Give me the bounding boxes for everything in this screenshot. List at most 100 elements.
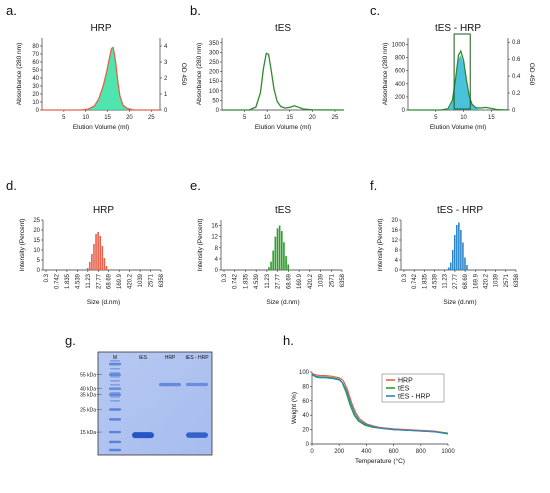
x-tick-label: 5: [62, 115, 66, 121]
y-tick-label: 4: [395, 258, 399, 264]
panel-label-c: c.: [370, 3, 380, 18]
marker-band: [110, 400, 120, 402]
y-tick-label: 30: [32, 84, 39, 90]
histogram-bar: [276, 228, 279, 270]
x-tick-label: 1.835: [243, 273, 249, 289]
y-tick-label: 4: [215, 257, 219, 263]
x-tick-label: 6358: [159, 273, 165, 287]
gel-band: [186, 432, 208, 438]
x-tick-label: 27.77: [453, 273, 459, 289]
histogram-bar: [272, 250, 275, 270]
x-tick-label: 2571: [149, 273, 155, 287]
y-tick-label: 0: [215, 268, 219, 274]
series-area: [445, 54, 482, 110]
gel-image: [97, 351, 213, 456]
x-tick-label: 0.3: [222, 273, 228, 282]
histogram-bar: [103, 258, 106, 270]
series-area: [85, 48, 128, 110]
y-axis-label: Weight (%): [291, 392, 298, 424]
histogram-bar: [466, 265, 468, 270]
marker-band: [109, 430, 121, 434]
gel-band: [132, 432, 154, 439]
x-tick-label: 15: [286, 115, 293, 121]
gel-marker-label: 25 kDa: [80, 407, 96, 413]
x-tick-label: 15: [104, 115, 111, 121]
x-tick-label: 0: [310, 449, 314, 455]
x-tick-label: 4.539: [75, 273, 81, 289]
histogram-bar: [97, 232, 99, 270]
gel-lane-label: M: [113, 355, 117, 361]
marker-band: [110, 360, 120, 362]
x-tick-label: 4.539: [433, 273, 439, 289]
y-tick-label: 10: [33, 248, 40, 254]
x-tick-label: 20: [309, 115, 316, 121]
y-tick-label: 50: [212, 98, 219, 104]
y-tick-label: 8: [215, 246, 219, 252]
x-tick-label: 800: [416, 449, 427, 455]
x-tick-label: 1039: [494, 273, 500, 287]
x-tick-label: 0.742: [233, 273, 239, 289]
y-tick-label: 70: [32, 52, 39, 58]
panel-label-f: f.: [370, 178, 377, 193]
x-tick-label: 27.77: [276, 273, 282, 289]
x-tick-label: 169.9: [473, 273, 479, 289]
y-tick-label: 600: [395, 69, 406, 75]
histogram-bar: [280, 231, 283, 270]
histogram-bar: [101, 246, 104, 270]
y-tick-label: 25: [33, 218, 40, 224]
chart-title: tES: [275, 23, 291, 34]
y-tick-label: 250: [209, 60, 220, 66]
histogram-bar: [270, 261, 272, 270]
x-tick-label: 0.3: [402, 273, 408, 282]
chart-title: tES - HRP: [435, 23, 481, 34]
x-tick-label: 27.77: [96, 273, 102, 289]
y-tick-label: 0: [395, 268, 399, 274]
y-tick-label: 60: [302, 399, 309, 405]
y-tick-label: 20: [33, 228, 40, 234]
x-tick-label: 68.69: [463, 273, 469, 289]
y-tick-label: 0: [216, 108, 220, 114]
y2-axis-label: OD 450: [180, 63, 187, 86]
y-tick-label: 350: [209, 41, 220, 47]
x-tick-label: 420.2: [128, 273, 134, 289]
y-tick-label: 200: [209, 70, 220, 76]
x-tick-label: 1000: [441, 449, 455, 455]
y-tick-label: 16: [391, 228, 398, 234]
histogram-bar: [91, 254, 93, 270]
x-tick-label: 5: [434, 115, 438, 121]
marker-band: [110, 388, 120, 390]
gel-marker-label: 35 kDa: [80, 392, 96, 398]
x-tick-label: 68.69: [286, 273, 292, 289]
y-tick-label: 80: [32, 44, 39, 50]
x-tick-label: 6358: [514, 273, 520, 287]
x-axis-label: Size (d.nm): [443, 299, 476, 306]
x-tick-label: 169.9: [297, 273, 303, 289]
x-tick-label: 0.742: [54, 273, 60, 289]
x-tick-label: 25: [332, 115, 339, 121]
y-axis-label: Absorbance (280 nm): [382, 43, 389, 106]
x-tick-label: 15: [488, 115, 495, 121]
chart-panel-a: HRP 5 10 15 20 25 0 10 20 30 40 50 60 70 80 0 1 2 3 4 Elutio…: [16, 23, 187, 131]
marker-band: [110, 384, 120, 386]
panel-label-h: h.: [283, 333, 294, 348]
y2-tick-label: 0.4: [512, 74, 521, 80]
y-tick-label: 50: [32, 68, 39, 74]
histogram-bar: [464, 257, 466, 270]
y-tick-label: 80: [302, 384, 309, 390]
x-tick-label: 11.23: [443, 273, 449, 288]
histogram-bar: [449, 262, 452, 270]
y-tick-label: 60: [32, 60, 39, 66]
histogram-bar: [458, 222, 460, 270]
x-axis-label: Size (d.nm): [266, 299, 299, 306]
panel-label-b: b.: [190, 3, 201, 18]
x-tick-label: 10: [460, 115, 467, 121]
y-tick-label: 1000: [392, 43, 406, 49]
y-tick-label: 40: [32, 76, 39, 82]
histogram-bar: [86, 268, 89, 270]
panel-label-e: e.: [190, 178, 201, 193]
histogram-bar: [268, 267, 270, 270]
x-axis-label: Size (d.nm): [87, 299, 120, 306]
series-line: [42, 46, 160, 111]
marker-band: [110, 364, 120, 366]
